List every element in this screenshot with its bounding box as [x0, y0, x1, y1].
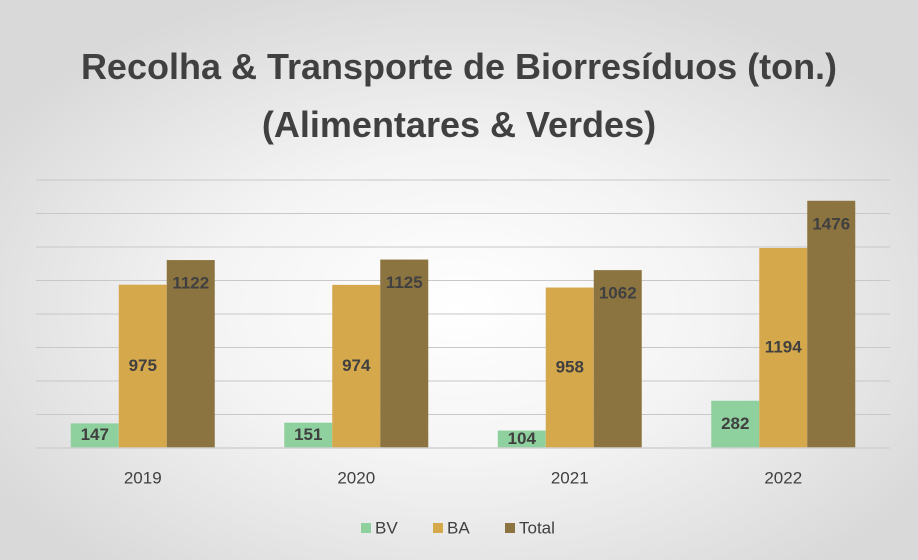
- data-label: 1125: [386, 273, 423, 292]
- data-label: 104: [508, 429, 537, 448]
- data-label: 1476: [812, 214, 850, 233]
- data-label: 1062: [599, 284, 637, 303]
- legend-swatch: [361, 523, 371, 533]
- data-label: 282: [721, 414, 749, 433]
- data-label: 1122: [172, 274, 209, 293]
- legend-label: Total: [519, 518, 555, 537]
- bar: [807, 200, 856, 448]
- bar: [759, 248, 808, 448]
- data-label: 151: [294, 425, 322, 444]
- bar: [70, 423, 119, 448]
- data-label: 975: [129, 356, 157, 375]
- bar: [118, 284, 167, 448]
- bar: [593, 270, 642, 448]
- legend-swatch: [433, 523, 443, 533]
- bar: [284, 422, 333, 448]
- bar: [497, 430, 546, 448]
- x-tick-label: 2021: [551, 468, 589, 487]
- bar: [711, 400, 760, 448]
- bar: [166, 260, 215, 448]
- data-label: 147: [81, 425, 109, 444]
- bar: [545, 287, 594, 448]
- data-label: 958: [556, 357, 584, 376]
- legend-label: BV: [375, 518, 398, 537]
- legend-swatch: [505, 523, 515, 533]
- data-label: 1194: [765, 337, 802, 356]
- x-tick-label: 2020: [337, 468, 375, 487]
- x-tick-label: 2022: [764, 468, 802, 487]
- x-tick-label: 2019: [124, 468, 162, 487]
- bar: [380, 259, 429, 448]
- data-label: 974: [342, 356, 371, 375]
- legend-label: BA: [447, 518, 470, 537]
- bar: [332, 284, 381, 448]
- chart-title: Recolha & Transporte de Biorresíduos (to…: [80, 46, 838, 145]
